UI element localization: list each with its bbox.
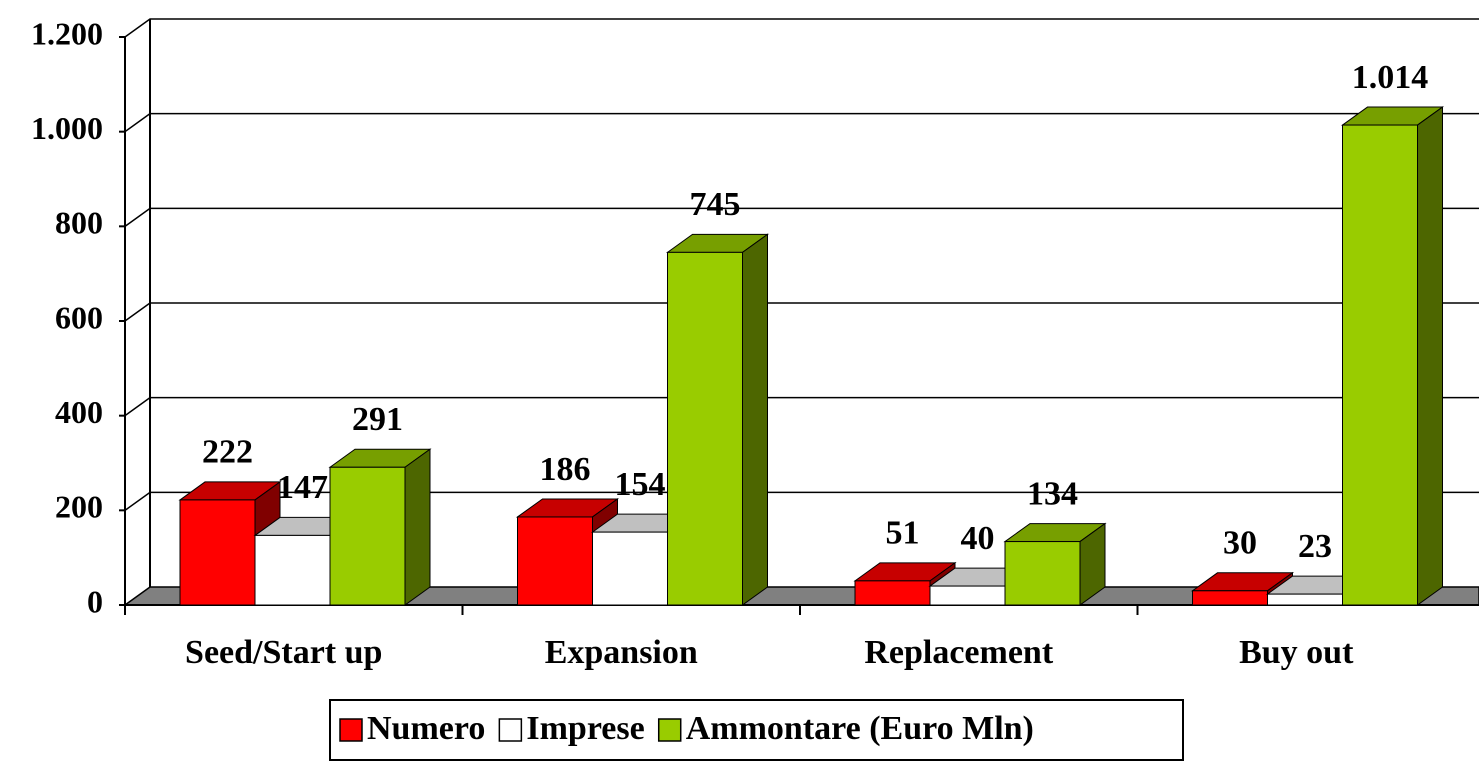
bar xyxy=(667,251,743,606)
x-tick-label: Seed/Start up xyxy=(185,634,382,671)
data-label: 291 xyxy=(352,401,403,438)
grid-line xyxy=(124,18,1479,38)
bar-side xyxy=(742,233,768,606)
legend-swatch xyxy=(657,718,682,742)
y-tick-label: 200 xyxy=(55,489,103,525)
data-label: 154 xyxy=(615,466,666,503)
data-label: 51 xyxy=(886,515,920,552)
bar xyxy=(179,499,256,606)
bar xyxy=(1342,124,1418,606)
y-tick-label: 1.200 xyxy=(31,15,103,51)
bar xyxy=(1267,593,1343,606)
data-label: 23 xyxy=(1298,528,1332,565)
bar xyxy=(854,580,931,606)
x-tick-label: Buy out xyxy=(1239,634,1354,671)
data-label: 40 xyxy=(961,520,995,557)
legend: Numero Imprese Ammontare (Euro Mln) xyxy=(329,699,1184,761)
x-tick-label: Expansion xyxy=(545,634,698,671)
grid-line xyxy=(124,207,1479,227)
data-label: 30 xyxy=(1223,525,1257,562)
data-label: 222 xyxy=(202,434,253,471)
y-tick-label: 1.000 xyxy=(31,110,103,146)
data-label: 745 xyxy=(690,186,741,223)
grid-line xyxy=(124,112,1479,133)
legend-label: Numero xyxy=(367,710,485,747)
data-label: 1.014 xyxy=(1352,59,1429,96)
bar-side xyxy=(1417,106,1443,606)
grid-line xyxy=(124,302,1479,322)
bar xyxy=(517,516,593,606)
bar-side xyxy=(404,448,431,606)
x-tick-label: Replacement xyxy=(864,634,1054,671)
y-tick-label: 800 xyxy=(55,205,103,241)
grid-line xyxy=(124,491,1479,511)
legend-box xyxy=(329,699,1184,761)
bar xyxy=(1004,541,1081,606)
y-tick-label: 0 xyxy=(87,583,103,619)
y-tick-label: 400 xyxy=(55,394,103,430)
bar xyxy=(1192,590,1268,606)
legend-swatch xyxy=(339,718,363,742)
legend-swatch xyxy=(498,718,523,742)
legend-label: Imprese xyxy=(526,710,644,747)
data-label: 134 xyxy=(1027,475,1078,512)
bar xyxy=(329,466,406,606)
data-label: 147 xyxy=(277,469,328,506)
y-tick-label: 600 xyxy=(55,299,103,335)
legend-label: Ammontare (Euro Mln) xyxy=(686,710,1034,747)
bar xyxy=(254,534,331,606)
bar xyxy=(592,531,668,606)
bar xyxy=(929,585,1006,606)
data-label: 186 xyxy=(540,451,591,488)
grid-line xyxy=(124,396,1479,417)
